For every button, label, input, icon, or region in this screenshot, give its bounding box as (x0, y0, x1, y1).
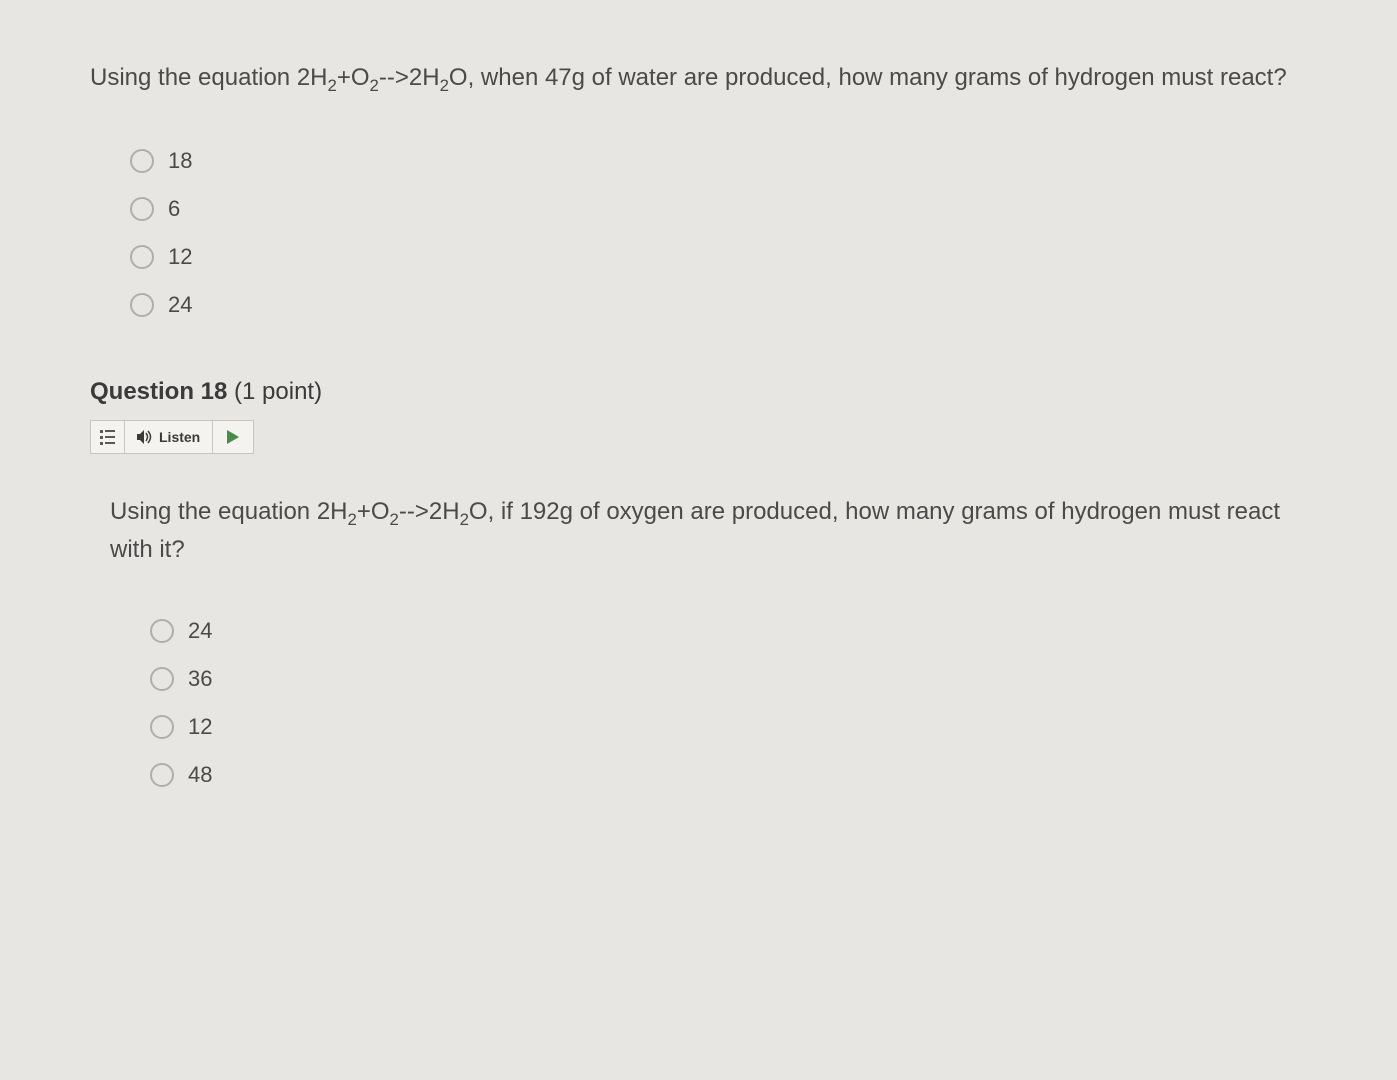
listen-menu-button[interactable] (91, 421, 125, 453)
play-button[interactable] (213, 421, 253, 453)
listen-button[interactable]: Listen (125, 421, 213, 453)
radio-button[interactable] (130, 245, 154, 269)
option-label: 36 (188, 666, 212, 692)
option-label: 6 (168, 196, 180, 222)
radio-button[interactable] (150, 619, 174, 643)
question-18-header: Question 18 (1 point) (90, 378, 1307, 406)
option-label: 24 (188, 618, 212, 644)
radio-button[interactable] (150, 715, 174, 739)
option-row[interactable]: 24 (130, 292, 1307, 318)
option-label: 48 (188, 762, 212, 788)
option-label: 24 (168, 292, 192, 318)
question-17-text: Using the equation 2H2+O2-->2H2O, when 4… (90, 60, 1307, 98)
speaker-icon (137, 430, 153, 444)
question-18-options: 24 36 12 48 (150, 618, 1307, 788)
option-label: 12 (168, 244, 192, 270)
radio-button[interactable] (130, 293, 154, 317)
play-icon (227, 430, 239, 444)
question-18-text: Using the equation 2H2+O2-->2H2O, if 192… (110, 494, 1307, 568)
listen-label: Listen (159, 429, 200, 445)
radio-button[interactable] (130, 197, 154, 221)
menu-icon (100, 430, 115, 445)
option-row[interactable]: 24 (150, 618, 1307, 644)
option-row[interactable]: 48 (150, 762, 1307, 788)
option-row[interactable]: 18 (130, 148, 1307, 174)
listen-toolbar: Listen (90, 420, 254, 454)
radio-button[interactable] (150, 763, 174, 787)
radio-button[interactable] (150, 667, 174, 691)
option-label: 12 (188, 714, 212, 740)
option-row[interactable]: 12 (150, 714, 1307, 740)
radio-button[interactable] (130, 149, 154, 173)
option-row[interactable]: 12 (130, 244, 1307, 270)
option-row[interactable]: 6 (130, 196, 1307, 222)
option-label: 18 (168, 148, 192, 174)
option-row[interactable]: 36 (150, 666, 1307, 692)
question-17-options: 18 6 12 24 (130, 148, 1307, 318)
